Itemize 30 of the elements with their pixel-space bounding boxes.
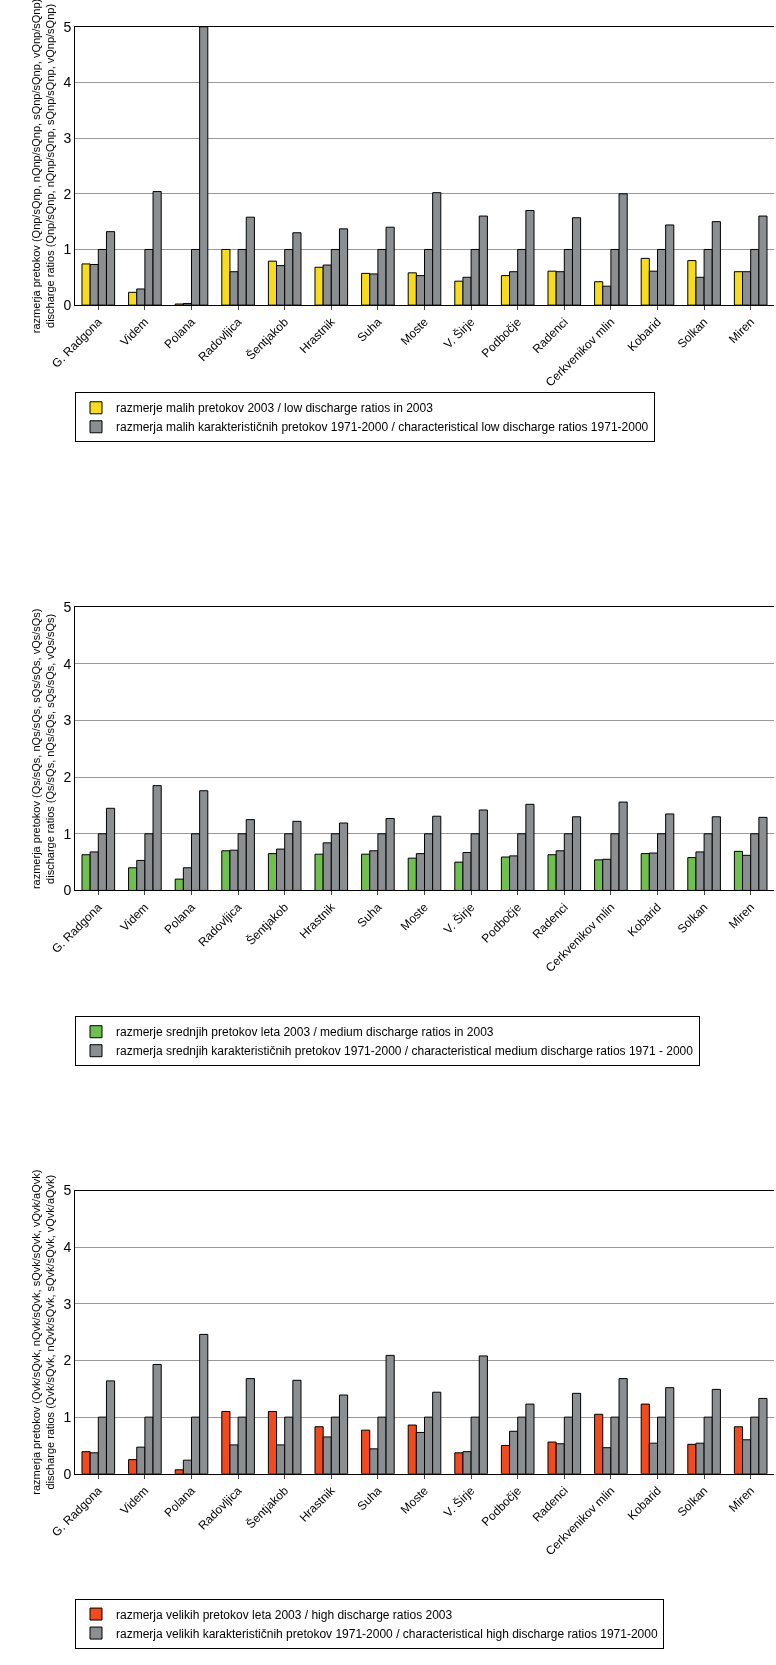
y-tick-label: 1 <box>63 241 72 258</box>
y-tick-label: 4 <box>63 1239 72 1256</box>
y-axis-title: razmerja pretokov (Qnp/sQnp, nQnp/sQnp, sQnp/sQnp, vQnp/sQnp) discharge ratios (Qnp/sQnp, nQnp/sQnp, sQnp/sQnp, vQnp/sQnp) <box>29 0 57 334</box>
y-tick-label: 3 <box>63 712 72 729</box>
legend-label: razmerja velikih karakterističnih pretokov 1971-2000 / characteristical high discharge ratios 1971-2000 <box>116 1626 658 1641</box>
y-tick-label: 3 <box>63 1295 72 1312</box>
y-tick-label: 2 <box>63 769 72 786</box>
legend-label: razmerje malih pretokov 2003 / low discharge ratios in 2003 <box>116 401 434 416</box>
y-tick-label: 4 <box>63 655 72 672</box>
y-tick-label: 0 <box>63 297 72 314</box>
y-tick-label: 4 <box>63 74 72 91</box>
legend-label: razmerja srednjih karakterističnih pretokov 1971-2000 / characteristical medium discharge ratios 1971 - 2000 <box>116 1044 694 1059</box>
y-tick-label: 5 <box>63 599 72 616</box>
y-tick-label: 1 <box>63 1409 72 1426</box>
legend-label: razmerja velikih pretokov leta 2003 / high discharge ratios 2003 <box>116 1607 453 1622</box>
y-tick-label: 3 <box>63 130 72 147</box>
y-tick-label: 5 <box>63 18 72 35</box>
y-tick-label: 0 <box>63 882 72 899</box>
x-tick-label: V. Širje <box>440 899 478 937</box>
y-tick-label: 0 <box>63 1465 72 1482</box>
y-tick-label: 1 <box>63 825 72 842</box>
legend-label: razmerje srednjih pretokov leta 2003 / medium discharge ratios in 2003 <box>116 1025 494 1040</box>
x-tick-label: V. Širje <box>440 1482 478 1521</box>
y-axis-title: razmerja pretokov (Qvk/sQvk, nQvk/sQvk, sQvk/sQvk, vQvk/aQvk) discharge ratios (Qvk/sQvk, nQvk/sQvk, sQvk/sQvk, vQvk/aQvk) <box>29 1169 57 1495</box>
y-tick-label: 2 <box>63 1352 72 1369</box>
x-tick-label: V. Širje <box>440 314 478 352</box>
y-axis-title: razmerja pretokov (Qs/sQs, nQs/sQs, sQs/sQs, vQs/sQs) discharge ratios (Qs/sQs, nQs/sQs, sQs/sQs, vQs/sQs) <box>29 608 57 890</box>
y-tick-label: 2 <box>63 185 72 202</box>
legend-label: razmerja malih karakterističnih pretokov 1971-2000 / characteristical low discharge ratios 1971-2000 <box>116 420 649 435</box>
y-tick-label: 5 <box>63 1182 72 1199</box>
